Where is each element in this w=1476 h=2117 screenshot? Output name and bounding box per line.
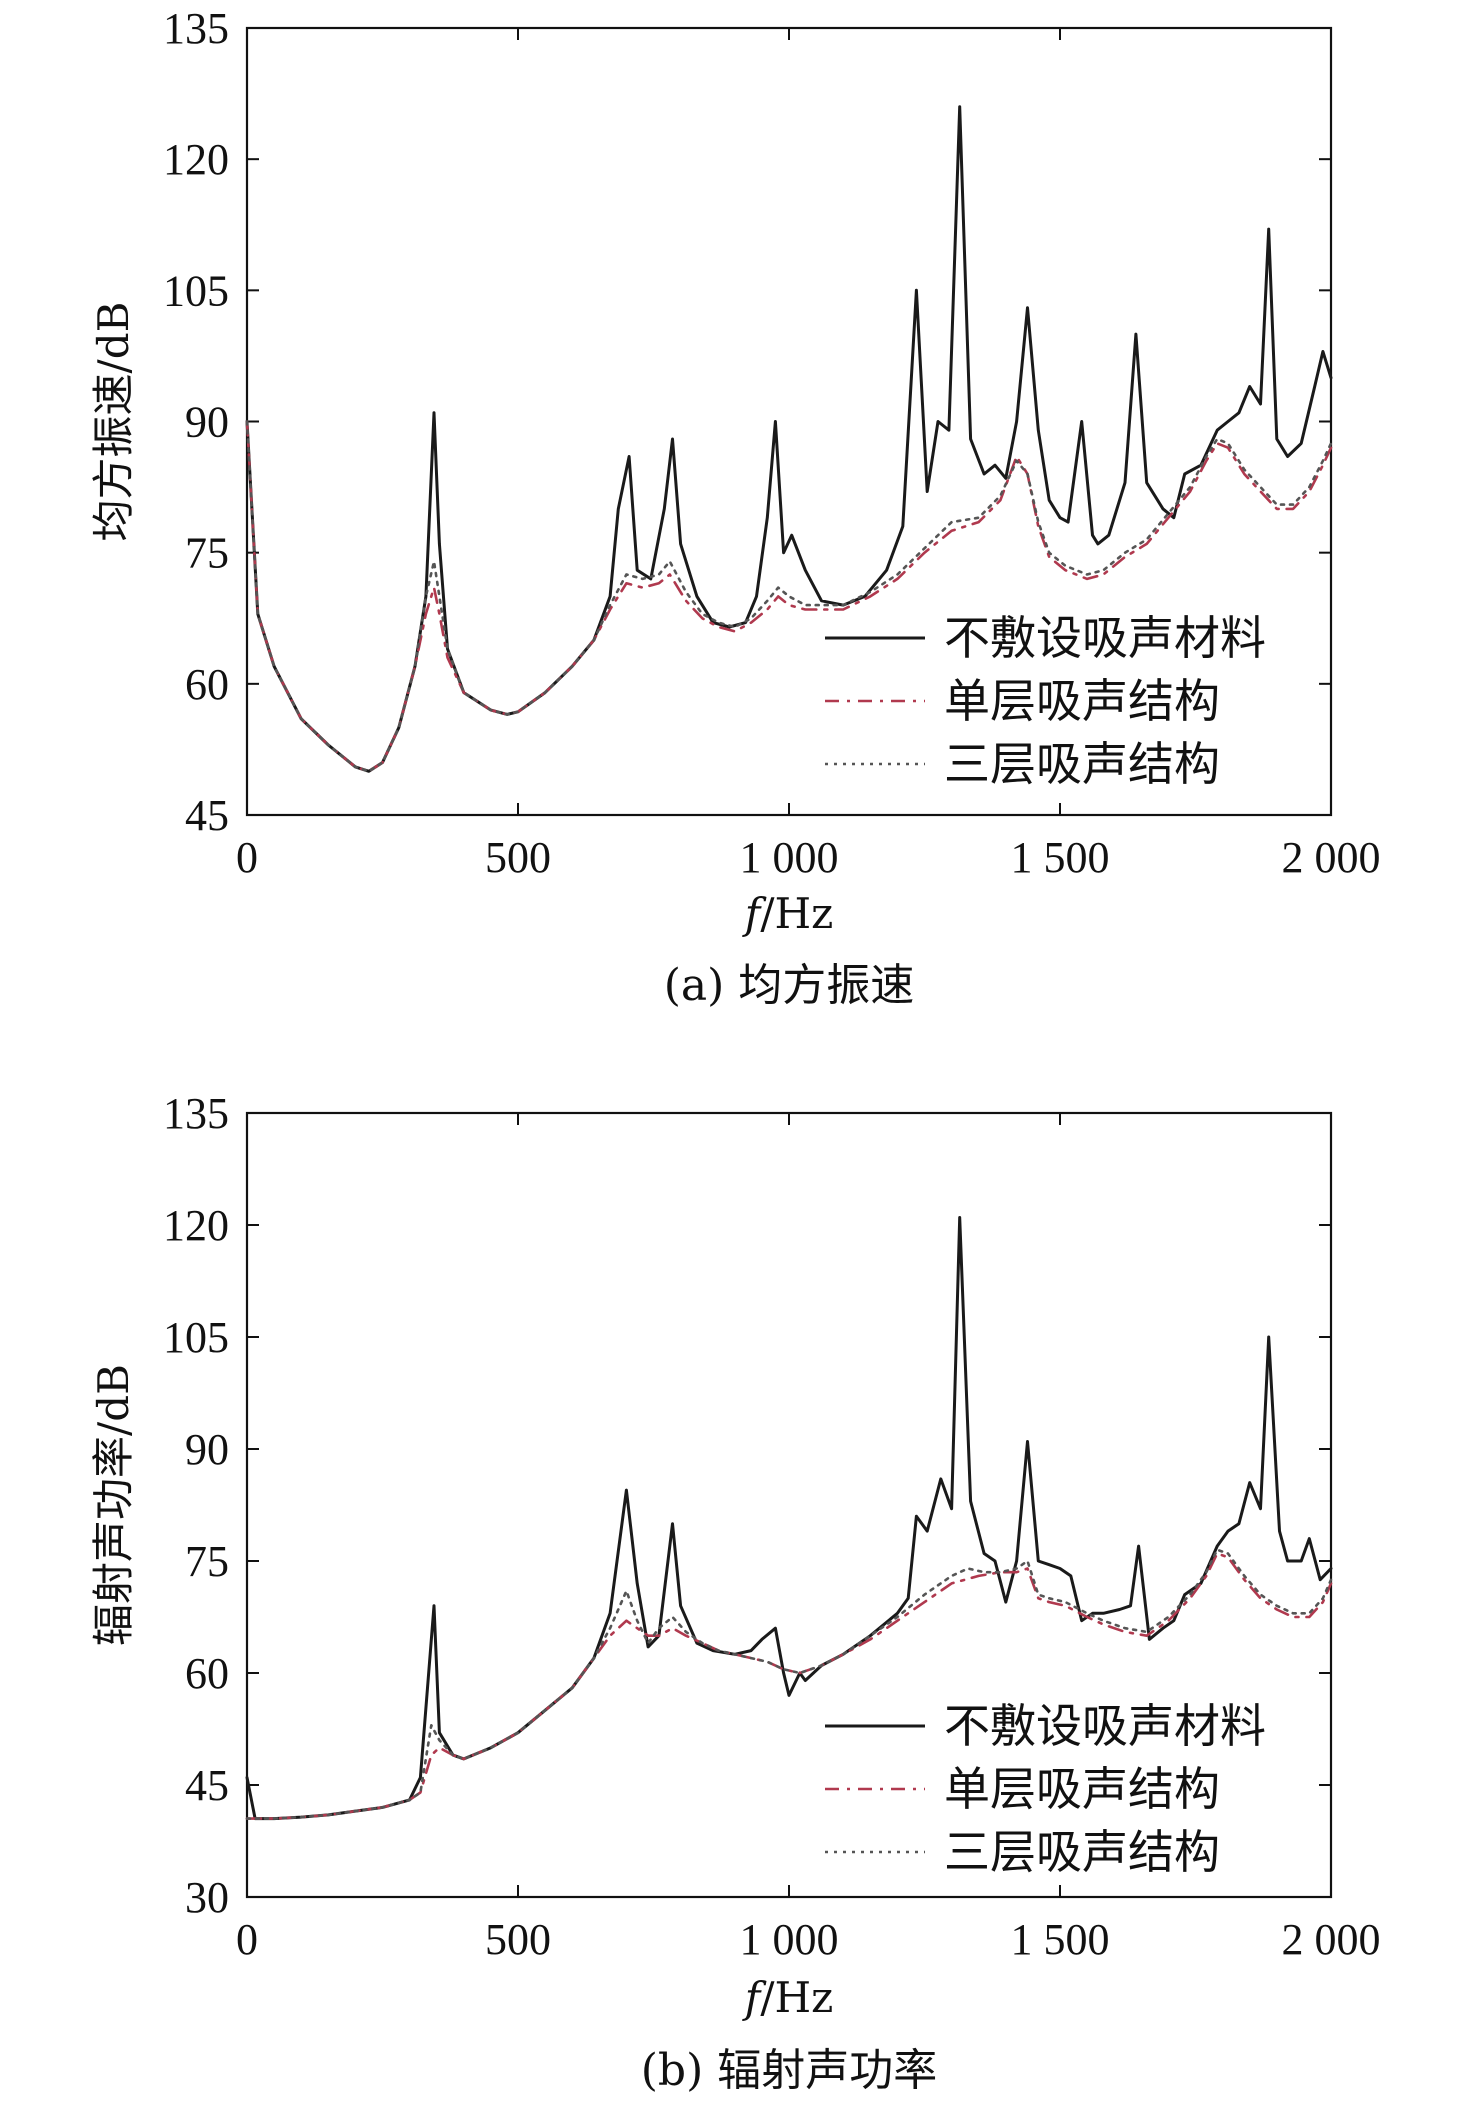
y-tick-label: 45 [185,791,229,840]
chart-panel-b: 30 45 60 75 90 105 120 135 0 500 1 000 1 500 2 000 不敷… [89,1089,1381,2096]
x-axis-label: f/Hz [742,1973,833,2022]
x-tick-label: 1 500 [1011,833,1110,882]
x-tick-label: 1 000 [740,1915,839,1964]
x-tick-label: 500 [485,1915,551,1964]
x-tick-label: 0 [236,1915,258,1964]
y-tick-label: 135 [163,4,229,53]
x-tick-label: 1 500 [1011,1915,1110,1964]
y-axis-label: 辐射声功率/dB [89,1364,138,1646]
series-line [245,1548,1333,1820]
y-tick-label: 135 [163,1089,229,1138]
legend-label: 三层吸声结构 [944,737,1220,791]
legend-label: 单层吸声结构 [944,674,1220,728]
x-axis-label: f/Hz [742,889,833,938]
y-tick-label: 120 [163,1201,229,1250]
y-tick-label: 60 [185,660,229,709]
x-tick-label: 2 000 [1282,833,1381,882]
y-tick-label: 75 [185,1537,229,1586]
series-line [245,420,1333,773]
x-tick-label: 2 000 [1282,1915,1381,1964]
y-tick-label: 90 [185,1425,229,1474]
figure-caption: (a) 均方振速 [664,960,915,1011]
legend-label: 单层吸声结构 [944,1762,1220,1816]
x-tick-label: 0 [236,833,258,882]
y-tick-label: 105 [163,266,229,315]
y-tick-label: 60 [185,1649,229,1698]
y-tick-label: 75 [185,529,229,578]
y-tick-label: 120 [163,135,229,184]
legend-label: 不敷设吸声材料 [944,1699,1266,1753]
y-axis-label: 均方振速/dB [89,302,138,542]
figure-caption: (b) 辐射声功率 [641,2045,937,2096]
legend-label: 三层吸声结构 [944,1825,1220,1879]
chart-panel-a: 45 60 75 90 105 120 135 0 500 1 000 1 500 2 000 不敷设吸… [89,4,1381,1011]
legend-label: 不敷设吸声材料 [944,611,1266,665]
y-tick-label: 90 [185,398,229,447]
y-tick-label: 45 [185,1761,229,1810]
y-tick-label: 30 [185,1873,229,1922]
series-line [245,105,1333,773]
x-tick-label: 500 [485,833,551,882]
x-tick-label: 1 000 [740,833,839,882]
y-tick-label: 105 [163,1313,229,1362]
series-line [245,420,1333,773]
